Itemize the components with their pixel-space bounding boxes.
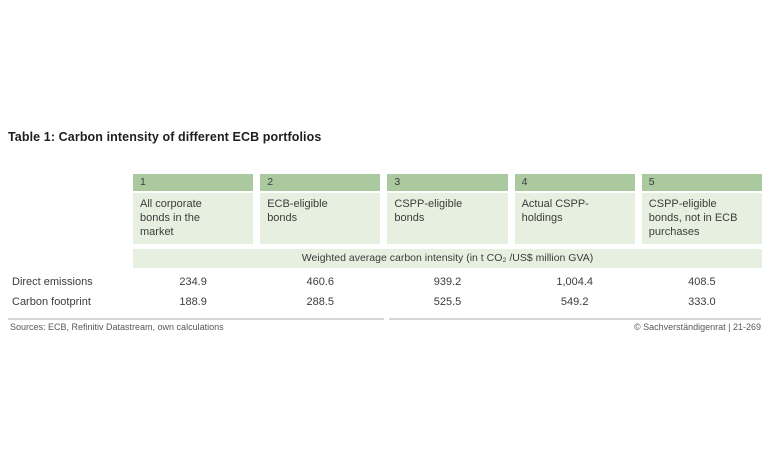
value-carbon-footprint-col2: 288.5 [306, 296, 335, 308]
value-carbon-footprint-col3: 525.5 [433, 296, 462, 308]
column-header-actual-cspp-holdings: Actual CSPP-holdings [514, 193, 635, 244]
copyright-note: © Sachverständigenrat | 21-269 [633, 322, 761, 332]
value-carbon-footprint-col4: 549.2 [560, 296, 589, 308]
row-label-carbon-footprint: Carbon footprint [12, 296, 91, 308]
value-carbon-footprint-col1: 188.9 [179, 296, 207, 308]
column-header-ecb-eligible-bonds: ECB-eligible bonds [260, 193, 381, 244]
column-number-4: 4 [514, 174, 635, 191]
table-header: 1 2 3 4 5 All corporate bonds in the mar… [8, 174, 762, 244]
column-number-1: 1 [133, 174, 254, 191]
value-direct-emissions-col4: 1,004.4 [556, 276, 594, 288]
header-spacer [8, 174, 126, 191]
header-spacer [8, 193, 126, 244]
footer-rule-left [8, 318, 384, 320]
column-number-3: 3 [387, 174, 508, 191]
column-header-cspp-eligible-bonds: CSPP-eligible bonds [387, 193, 508, 244]
value-direct-emissions-col1: 234.9 [179, 276, 207, 288]
unit-band: Weighted average carbon intensity (in t … [133, 249, 762, 268]
row-label-direct-emissions: Direct emissions [12, 276, 93, 288]
footer-rule-right [389, 318, 761, 320]
table-body: Direct emissions 234.9 460.6 939.2 1,004… [8, 272, 762, 312]
sources-note: Sources: ECB, Refinitiv Datastream, own … [10, 322, 224, 332]
column-header-cspp-not-in-ecb: CSPP-eligible bonds, not in ECB purchase… [641, 193, 762, 244]
value-direct-emissions-col2: 460.6 [306, 276, 335, 288]
column-header-all-corporate-bonds: All corporate bonds in the market [133, 193, 254, 244]
table-title: Table 1: Carbon intensity of different E… [8, 130, 322, 144]
value-direct-emissions-col3: 939.2 [433, 276, 462, 288]
value-direct-emissions-col5: 408.5 [688, 276, 716, 288]
value-carbon-footprint-col5: 333.0 [688, 296, 716, 308]
column-number-2: 2 [260, 174, 381, 191]
column-number-5: 5 [641, 174, 762, 191]
